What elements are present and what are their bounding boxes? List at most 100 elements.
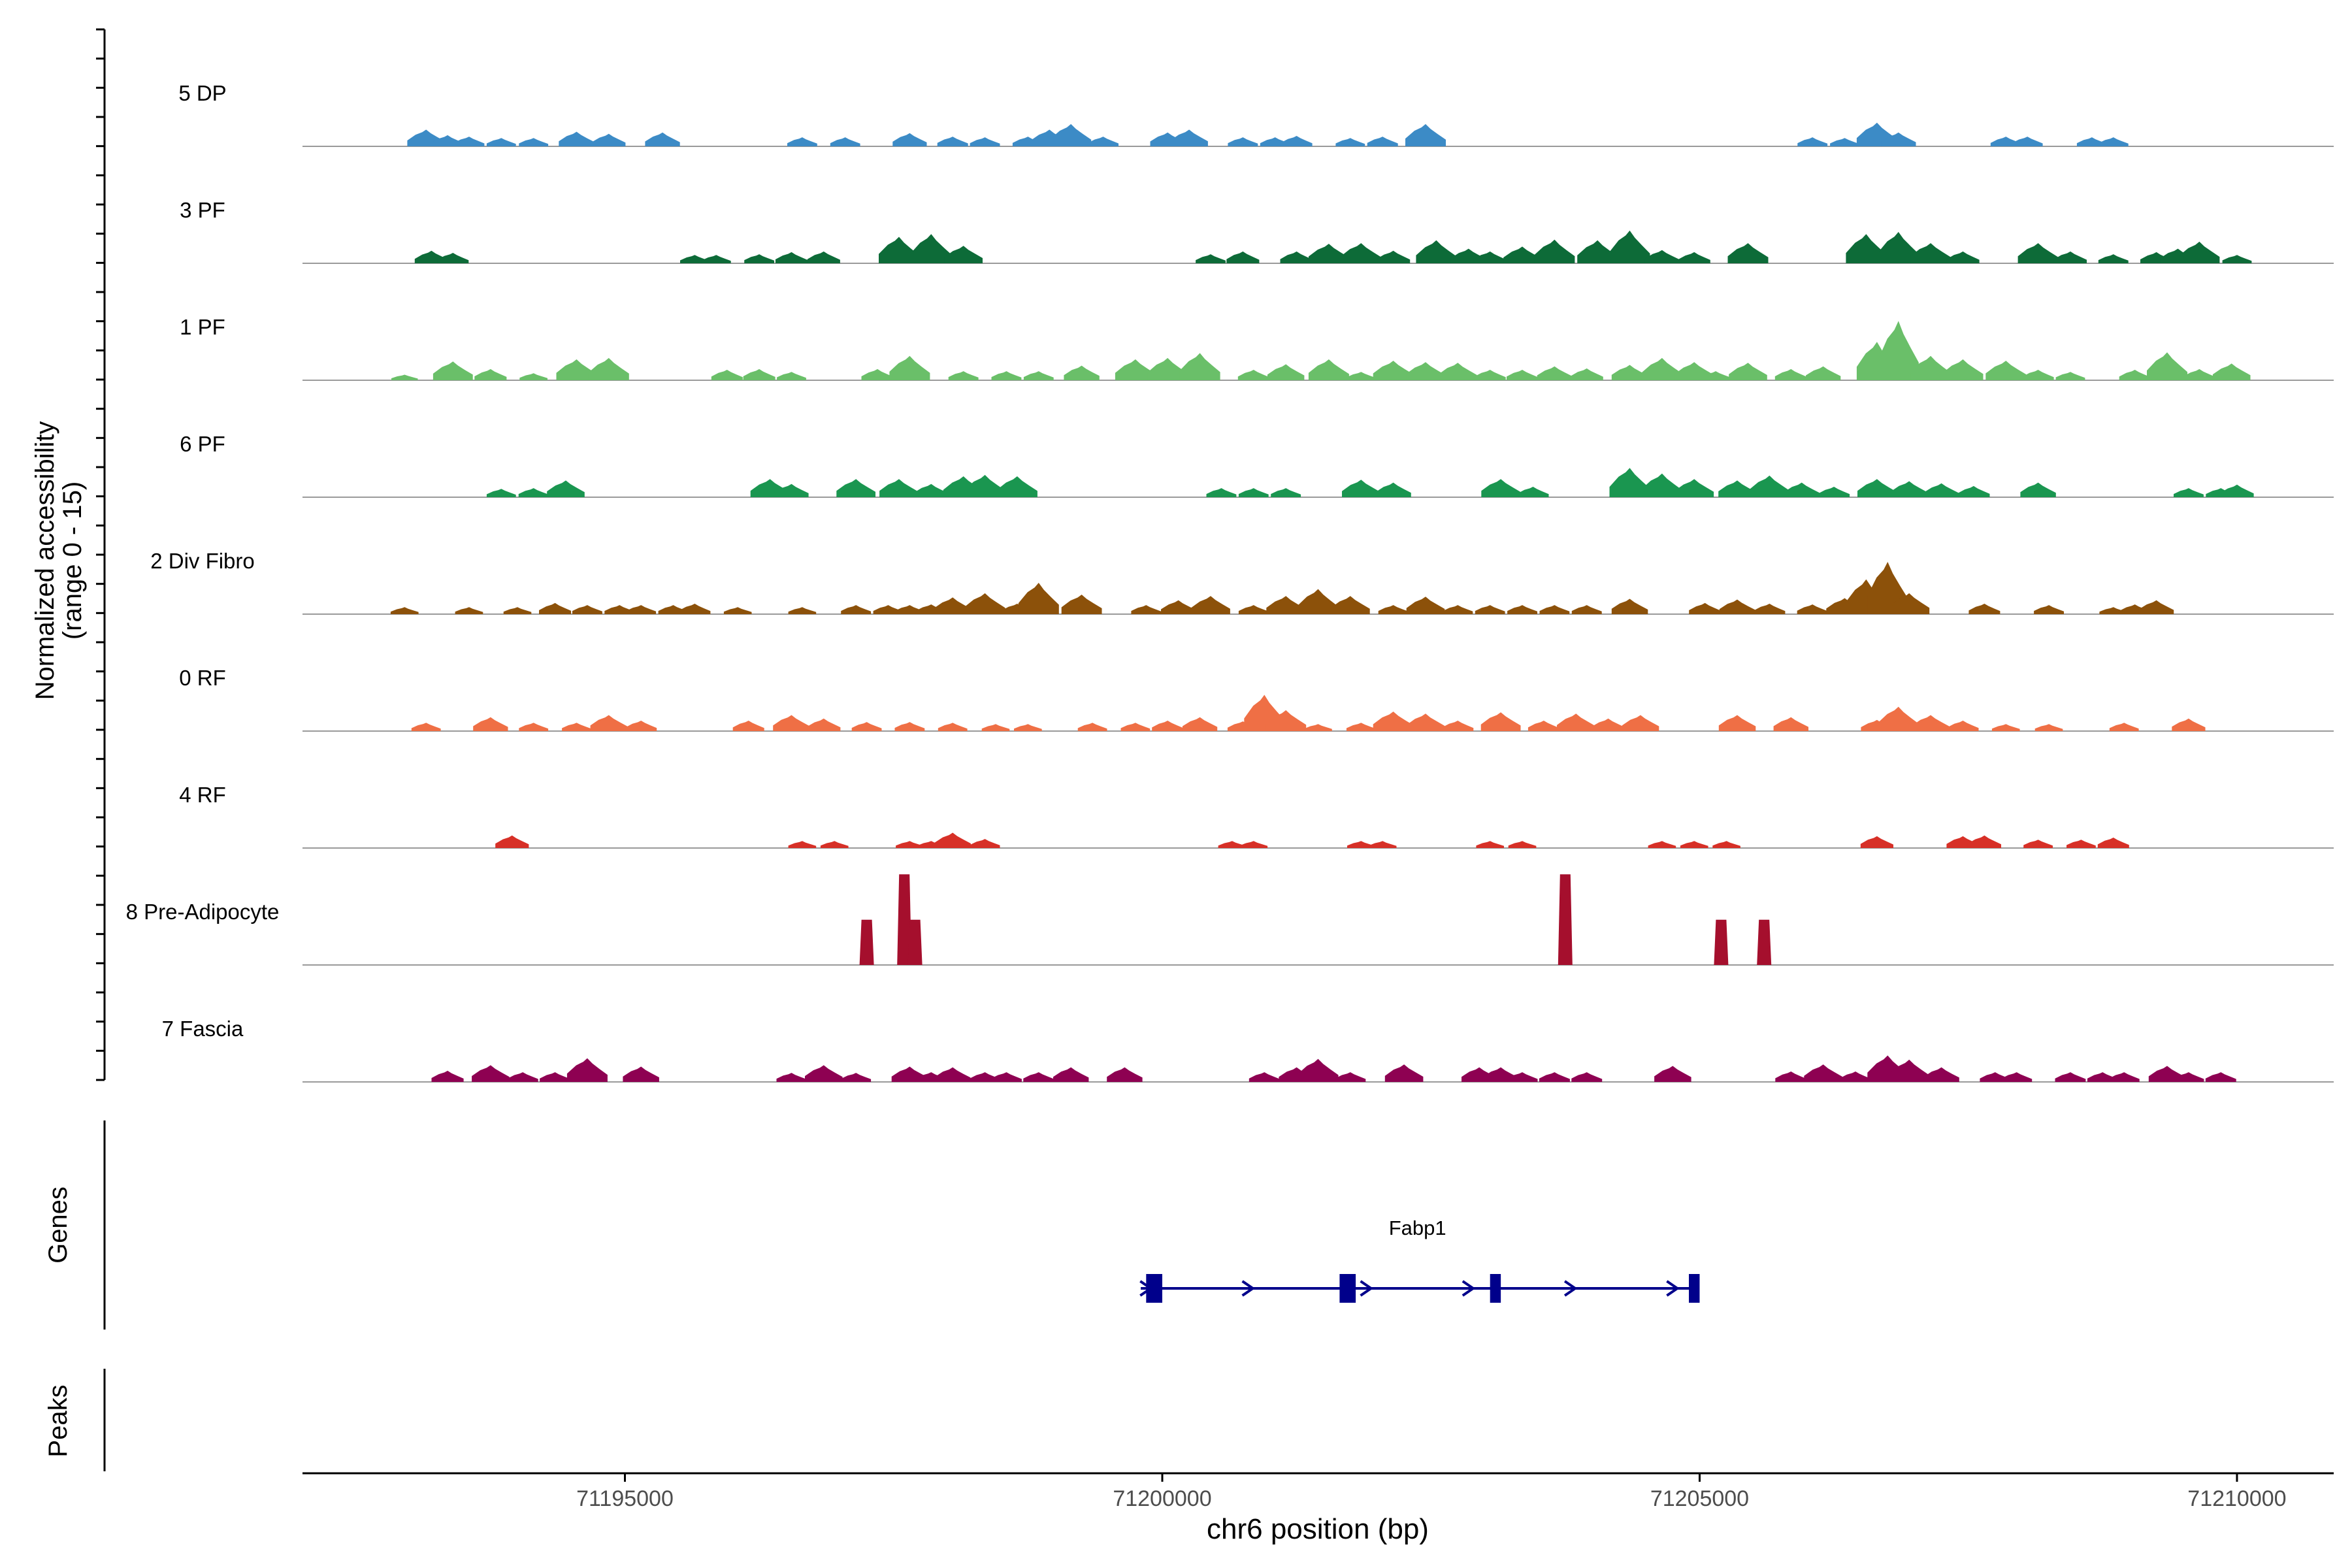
- coverage-peak: [1712, 841, 1740, 848]
- coverage-peak: [1570, 368, 1603, 380]
- coverage-peak: [1947, 721, 1979, 731]
- gene-model: [1139, 1274, 1700, 1303]
- coverage-peak: [1474, 370, 1506, 380]
- coverage-peak: [1678, 252, 1710, 263]
- coverage-peak: [431, 1070, 464, 1082]
- coverage-peak: [1527, 721, 1560, 731]
- coverage-peak: [732, 721, 764, 731]
- coverage-peak: [1537, 366, 1573, 380]
- gene-name-label: Fabp1: [1389, 1217, 1446, 1239]
- coverage-peak: [892, 133, 927, 146]
- coverage-peak: [907, 919, 923, 965]
- track-2: 3 PF: [180, 198, 2334, 264]
- coverage-peak: [1889, 593, 1930, 614]
- track-1: 5 DP: [178, 81, 2334, 147]
- coverage-peak: [2109, 723, 2139, 731]
- coverage-peak: [894, 722, 925, 731]
- coverage-peak: [1107, 1067, 1143, 1082]
- coverage-peak: [1689, 602, 1722, 614]
- coverage-peak: [625, 721, 657, 731]
- coverage-peak: [1405, 123, 1446, 146]
- coverage-peak: [1774, 368, 1807, 380]
- coverage-peak: [1309, 244, 1349, 263]
- track-7: 4 RF: [179, 783, 2334, 849]
- coverage-peak: [1729, 363, 1767, 380]
- coverage-peak: [1571, 1072, 1603, 1082]
- coverage-peak: [1881, 132, 1916, 146]
- coverage-peak: [1298, 589, 1339, 614]
- coverage-peak: [1341, 243, 1382, 263]
- coverage-peak: [851, 722, 882, 731]
- strand-arrow: [1241, 1280, 1256, 1297]
- coverage-peak: [1946, 251, 1980, 263]
- coverage-peak: [787, 137, 817, 146]
- coverage-peak: [547, 480, 585, 497]
- coverage-peak: [1641, 357, 1682, 380]
- coverage-peak: [970, 137, 1000, 146]
- coverage-peak: [2020, 482, 2056, 497]
- coverage-peak: [1991, 724, 2020, 731]
- coverage-peak: [1266, 710, 1307, 731]
- coverage-peak: [623, 1066, 659, 1082]
- coverage-peak: [2034, 605, 2064, 614]
- coverage-peak: [1714, 919, 1729, 965]
- coverage-peak: [1718, 480, 1756, 497]
- coverage-peak: [775, 252, 808, 263]
- coverage-peak: [433, 361, 473, 380]
- coverage-peak: [1622, 715, 1659, 731]
- coverage-peak: [1335, 1072, 1366, 1082]
- coverage-peak: [519, 373, 547, 380]
- coverage-peak: [1592, 718, 1625, 731]
- coverage-peak: [1773, 717, 1808, 731]
- coverage-peak: [937, 137, 968, 146]
- coverage-peak: [1228, 137, 1258, 146]
- coverage-peak: [1161, 600, 1196, 614]
- accessibility-tracks: 5 DP 3 PF 1 PF 6 PF 2 Div Fibro 0 RF 4 RF 8 Pre…: [126, 81, 2334, 1083]
- track-label: 1 PF: [180, 315, 225, 339]
- coverage-peak: [889, 355, 930, 380]
- coverage-peak: [1018, 583, 1059, 614]
- coverage-peak: [2053, 251, 2087, 263]
- coverage-peak: [518, 488, 549, 497]
- coverage-peak: [701, 255, 731, 263]
- coverage-peak: [1304, 724, 1332, 731]
- coverage-peak: [2012, 137, 2043, 146]
- coverage-peak: [1298, 1058, 1339, 1082]
- track-label: 2 Div Fibro: [150, 549, 255, 573]
- coverage-peak: [1923, 1067, 1959, 1082]
- coverage-peak: [1757, 919, 1772, 965]
- coverage-peak: [453, 137, 485, 146]
- coverage-peak: [474, 368, 507, 380]
- coverage-peak: [1406, 596, 1445, 614]
- coverage-peak: [1249, 1072, 1280, 1082]
- coverage-peak: [519, 138, 549, 146]
- x-axis-label: chr6 position (bp): [1207, 1513, 1429, 1545]
- coverage-peak: [1571, 605, 1602, 614]
- coverage-peak: [934, 832, 971, 848]
- coverage-peak: [1378, 605, 1409, 614]
- coverage-peak: [1840, 1071, 1871, 1082]
- coverage-peak: [2205, 1072, 2236, 1082]
- coverage-peak: [1507, 1072, 1538, 1082]
- coverage-peak: [1442, 721, 1474, 731]
- coverage-peak: [391, 374, 418, 380]
- coverage-peak: [1239, 841, 1268, 848]
- coverage-peak: [2147, 352, 2187, 380]
- coverage-peak: [473, 717, 508, 731]
- coverage-peak: [2098, 137, 2129, 146]
- coverage-peak: [2023, 840, 2053, 848]
- coverage-peak: [1476, 841, 1504, 848]
- coverage-peak: [1088, 137, 1119, 146]
- coverage-peak: [1014, 724, 1042, 731]
- coverage-peak: [2034, 724, 2063, 731]
- coverage-peak: [540, 1072, 570, 1082]
- coverage-peak: [566, 1058, 608, 1082]
- coverage-peak: [1912, 715, 1950, 731]
- coverage-peak: [744, 254, 774, 263]
- x-tick-label: 71210000: [2187, 1486, 2286, 1511]
- coverage-peak: [896, 841, 924, 848]
- coverage-peak: [911, 234, 952, 263]
- coverage-peak: [2055, 372, 2085, 380]
- coverage-peak: [807, 718, 841, 731]
